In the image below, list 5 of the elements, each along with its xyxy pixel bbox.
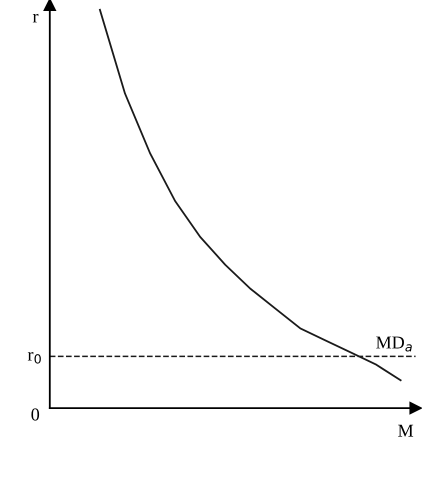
x-axis-title: M xyxy=(398,424,414,437)
text: 0 xyxy=(31,408,40,421)
ref-line-label: r$_{0}$ xyxy=(28,352,41,364)
annotation: MD$_{a}$ xyxy=(376,336,412,352)
y-axis-title: r xyxy=(32,14,38,22)
